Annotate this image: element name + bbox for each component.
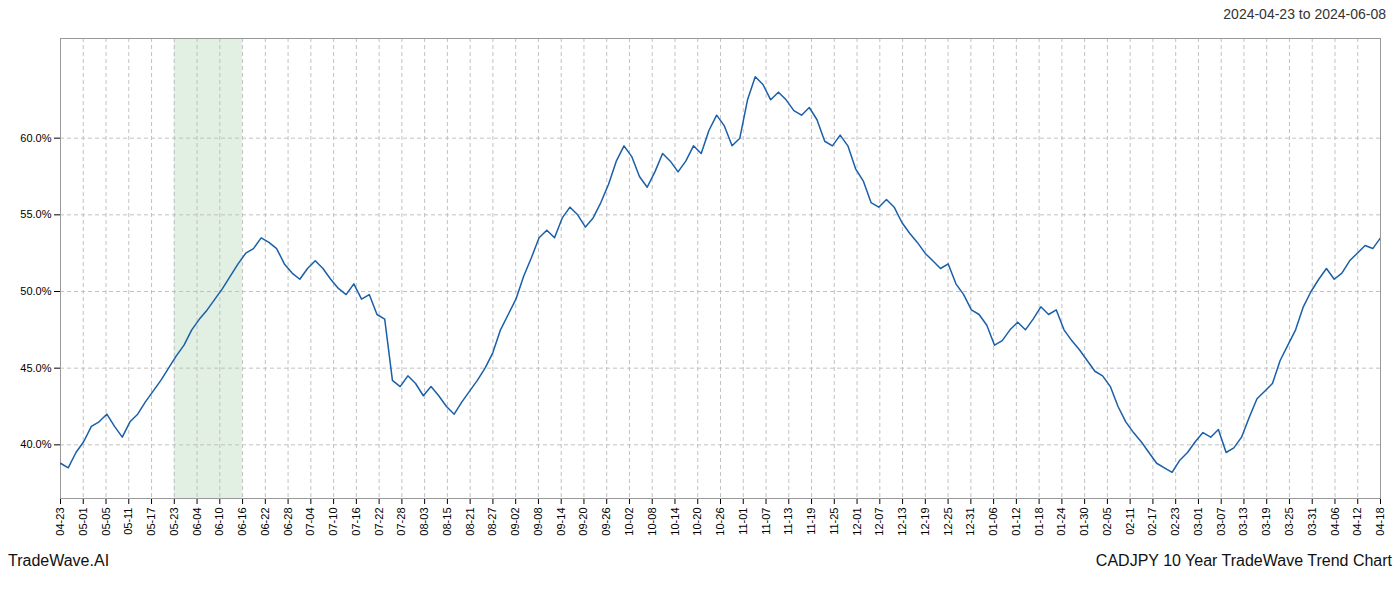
svg-text:06-16: 06-16 [236,508,248,536]
svg-text:12-13: 12-13 [896,508,908,536]
svg-text:11-07: 11-07 [760,508,772,535]
svg-text:01-24: 01-24 [1055,508,1067,536]
svg-text:08-21: 08-21 [464,508,476,536]
svg-text:09-20: 09-20 [577,508,589,536]
html-text:CADJPY 10 Year TradeWave Trend: CADJPY 10 Year TradeWave Trend Chart [1095,552,1392,569]
svg-text:04-12: 04-12 [1351,508,1363,536]
svg-text:04-18: 04-18 [1374,508,1386,536]
svg-text:40.0%: 40.0% [20,438,51,450]
svg-text:07-16: 07-16 [350,508,362,536]
svg-text:12-19: 12-19 [919,508,931,536]
svg-text:02-23: 02-23 [1169,508,1181,536]
svg-text:05-01: 05-01 [77,508,89,536]
svg-text:06-10: 06-10 [213,508,225,536]
svg-text:09-14: 09-14 [555,508,567,536]
svg-text:02-17: 02-17 [1146,508,1158,536]
svg-text:11-19: 11-19 [805,508,817,535]
svg-text:02-11: 02-11 [1124,508,1136,535]
svg-text:01-18: 01-18 [1033,508,1045,536]
svg-text:03-19: 03-19 [1260,508,1272,536]
svg-text:12-31: 12-31 [964,508,976,536]
svg-text:07-28: 07-28 [395,508,407,536]
svg-text:11-13: 11-13 [782,508,794,535]
svg-text:03-13: 03-13 [1237,508,1249,536]
svg-text:01-06: 01-06 [987,508,999,536]
svg-text:11-01: 11-01 [737,508,749,535]
html-text:2024-04-23 to 2024-06-08: 2024-04-23 to 2024-06-08 [1223,6,1386,22]
svg-text:06-22: 06-22 [259,508,271,536]
svg-text:06-28: 06-28 [282,508,294,536]
svg-text:09-02: 09-02 [509,508,521,536]
svg-text:60.0%: 60.0% [20,132,51,144]
svg-text:06-04: 06-04 [191,508,203,536]
svg-text:07-04: 07-04 [304,508,316,536]
svg-text:01-30: 01-30 [1078,508,1090,536]
svg-text:10-08: 10-08 [646,508,658,536]
svg-text:03-01: 03-01 [1192,508,1204,536]
svg-text:04-23: 04-23 [54,508,66,536]
svg-text:05-23: 05-23 [168,508,180,536]
svg-text:09-26: 09-26 [600,508,612,536]
svg-text:55.0%: 55.0% [20,208,51,220]
svg-text:10-26: 10-26 [714,508,726,536]
svg-text:08-15: 08-15 [441,508,453,536]
svg-text:01-12: 01-12 [1010,508,1022,536]
svg-text:10-20: 10-20 [691,508,703,536]
svg-text:12-01: 12-01 [851,508,863,536]
svg-text:04-06: 04-06 [1329,508,1341,536]
html-text:TradeWave.AI: TradeWave.AI [8,552,110,569]
svg-text:09-08: 09-08 [532,508,544,536]
svg-text:08-03: 08-03 [418,508,430,536]
svg-text:05-17: 05-17 [145,508,157,536]
svg-text:08-27: 08-27 [486,508,498,536]
svg-text:05-05: 05-05 [100,508,112,536]
svg-text:02-05: 02-05 [1101,508,1113,536]
svg-text:10-02: 10-02 [623,508,635,536]
svg-text:12-07: 12-07 [873,508,885,536]
svg-text:03-25: 03-25 [1283,508,1295,536]
svg-text:07-10: 07-10 [327,508,339,536]
svg-text:03-07: 03-07 [1215,508,1227,536]
svg-text:10-14: 10-14 [669,508,681,536]
svg-text:11-25: 11-25 [828,508,840,535]
svg-text:03-31: 03-31 [1306,508,1318,536]
svg-text:07-22: 07-22 [373,508,385,536]
svg-text:50.0%: 50.0% [20,285,51,297]
svg-text:05-11: 05-11 [122,508,134,535]
svg-text:45.0%: 45.0% [20,362,51,374]
svg-text:12-25: 12-25 [942,508,954,536]
